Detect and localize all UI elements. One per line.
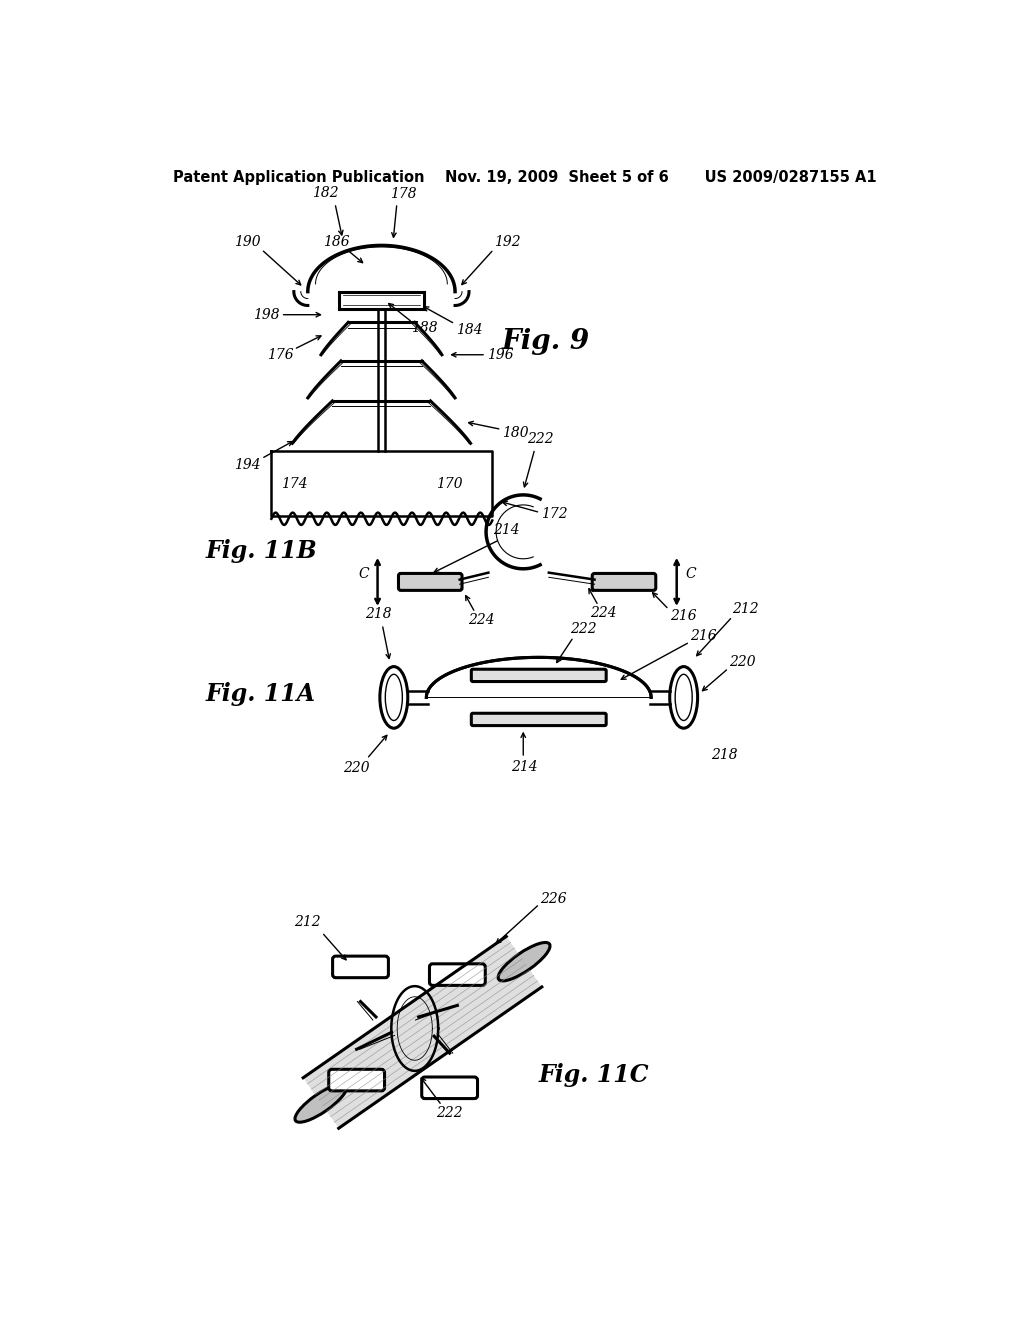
Text: Fig. 11A: Fig. 11A xyxy=(206,681,315,706)
Text: 214: 214 xyxy=(493,523,519,537)
Text: 212: 212 xyxy=(732,602,759,616)
Text: Fig. 11C: Fig. 11C xyxy=(539,1063,649,1086)
Text: 216: 216 xyxy=(670,609,696,623)
Ellipse shape xyxy=(670,667,697,729)
Text: 196: 196 xyxy=(486,347,513,362)
Text: 224: 224 xyxy=(591,606,617,620)
FancyBboxPatch shape xyxy=(398,573,462,590)
Text: 178: 178 xyxy=(390,187,417,201)
Text: 174: 174 xyxy=(282,477,308,491)
Ellipse shape xyxy=(295,1084,347,1122)
Text: C: C xyxy=(358,568,369,581)
Text: 194: 194 xyxy=(234,458,261,471)
Text: 220: 220 xyxy=(729,655,756,669)
Text: 180: 180 xyxy=(502,426,528,441)
FancyBboxPatch shape xyxy=(471,713,606,726)
FancyBboxPatch shape xyxy=(471,669,606,681)
Text: 222: 222 xyxy=(436,1106,463,1121)
FancyBboxPatch shape xyxy=(422,1077,477,1098)
Text: Patent Application Publication    Nov. 19, 2009  Sheet 5 of 6       US 2009/0287: Patent Application Publication Nov. 19, … xyxy=(173,170,877,185)
Text: 182: 182 xyxy=(312,186,339,201)
FancyBboxPatch shape xyxy=(329,1069,385,1090)
Text: 218: 218 xyxy=(712,748,738,762)
FancyBboxPatch shape xyxy=(429,964,485,985)
Ellipse shape xyxy=(498,942,550,981)
Ellipse shape xyxy=(380,667,408,729)
Text: 220: 220 xyxy=(343,762,370,775)
Text: 188: 188 xyxy=(411,321,437,335)
Text: 224: 224 xyxy=(468,614,495,627)
Text: 216: 216 xyxy=(690,628,717,643)
Ellipse shape xyxy=(675,675,692,721)
Text: 176: 176 xyxy=(267,347,294,362)
Text: C: C xyxy=(685,568,696,581)
Text: 170: 170 xyxy=(436,477,463,491)
Text: 226: 226 xyxy=(541,891,567,906)
Text: 212: 212 xyxy=(295,915,322,929)
Text: Fig. 11B: Fig. 11B xyxy=(206,539,317,564)
Text: 190: 190 xyxy=(234,235,261,248)
Text: 172: 172 xyxy=(541,507,567,521)
Text: 198: 198 xyxy=(253,308,280,322)
FancyBboxPatch shape xyxy=(592,573,655,590)
Text: 218: 218 xyxy=(365,607,391,622)
Ellipse shape xyxy=(385,675,402,721)
Text: 214: 214 xyxy=(511,760,539,774)
Text: 222: 222 xyxy=(527,433,554,446)
Text: 222: 222 xyxy=(570,622,597,636)
Text: 192: 192 xyxy=(495,235,521,248)
Text: Fig. 9: Fig. 9 xyxy=(502,329,590,355)
FancyBboxPatch shape xyxy=(333,956,388,978)
Polygon shape xyxy=(303,936,542,1129)
Text: 186: 186 xyxy=(324,235,350,248)
Text: 184: 184 xyxy=(456,323,482,337)
